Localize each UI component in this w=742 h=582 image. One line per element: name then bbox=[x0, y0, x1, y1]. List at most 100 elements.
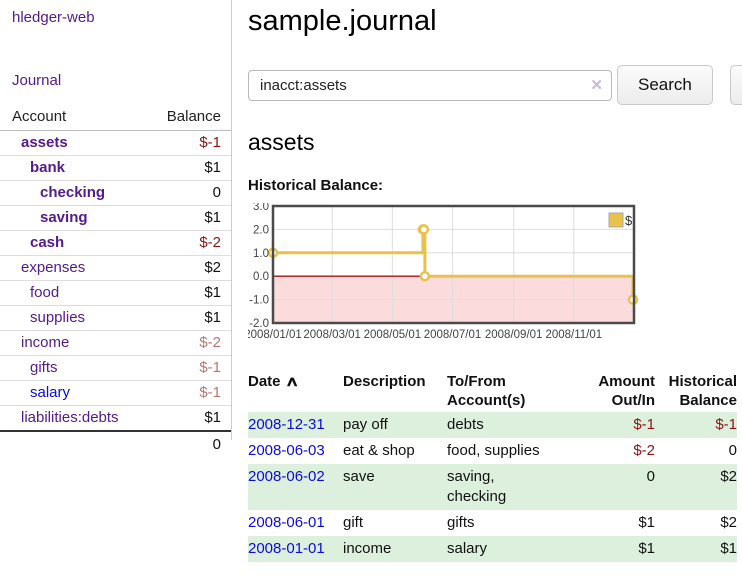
search-input-wrap: ✕ bbox=[248, 69, 612, 101]
register-header-description: Description bbox=[343, 373, 426, 390]
account-balance: $1 bbox=[140, 405, 231, 432]
account-balance: $-1 bbox=[140, 130, 231, 156]
help-button[interactable]: ? bbox=[729, 65, 742, 105]
register-header-amount: Amount Out/In bbox=[598, 373, 655, 409]
transaction-amount: $-1 bbox=[633, 416, 655, 433]
transaction-accounts: salary bbox=[447, 540, 488, 557]
account-row-income: income $-2 bbox=[0, 330, 231, 356]
account-heading: assets bbox=[248, 129, 315, 155]
transaction-date-link[interactable]: 2008-01-01 bbox=[248, 540, 325, 557]
register-row: 2008-12-31 pay off debts $-1 $-1 bbox=[248, 412, 737, 438]
transaction-description: income bbox=[343, 540, 392, 557]
svg-text:2008/01/01: 2008/01/01 bbox=[248, 329, 302, 341]
historical-balance-chart: $3.0 2.0 1.0 0.0 -1.0 -2.0 2008/01/01 2008/03/0… bbox=[248, 203, 742, 345]
account-balance: $-2 bbox=[140, 330, 231, 356]
account-balance: $-1 bbox=[140, 355, 231, 381]
account-link-assets[interactable]: assets bbox=[21, 134, 68, 151]
account-row-checking: checking 0 bbox=[0, 180, 231, 206]
account-balance: 0 bbox=[140, 180, 231, 206]
account-balance: $-2 bbox=[140, 230, 231, 256]
accounts-header-row: Account Balance bbox=[0, 104, 231, 131]
transaction-accounts: saving, checking bbox=[447, 468, 507, 505]
account-balance: $2 bbox=[140, 255, 231, 281]
clear-search-icon[interactable]: ✕ bbox=[590, 76, 603, 94]
svg-text:2.0: 2.0 bbox=[253, 224, 269, 236]
transaction-description: save bbox=[343, 468, 375, 485]
transaction-balance: $-1 bbox=[715, 416, 737, 433]
svg-text:-2.0: -2.0 bbox=[249, 318, 269, 330]
svg-text:-1.0: -1.0 bbox=[249, 295, 269, 307]
account-link-liabilities-debts[interactable]: liabilities:debts bbox=[21, 409, 119, 426]
transaction-description: pay off bbox=[343, 416, 388, 433]
app-title-link[interactable]: hledger-web bbox=[12, 9, 95, 26]
svg-text:2008/09/01: 2008/09/01 bbox=[485, 329, 543, 341]
account-row-expenses: expenses $2 bbox=[0, 255, 231, 281]
account-row-bank: bank $1 bbox=[0, 155, 231, 181]
sort-ascending-icon: ∧ bbox=[284, 373, 299, 389]
register-header-accounts: To/From Account(s) bbox=[447, 373, 526, 409]
account-link-income[interactable]: income bbox=[21, 334, 70, 351]
transaction-date-link[interactable]: 2008-06-03 bbox=[248, 442, 325, 459]
svg-text:2008/07/01: 2008/07/01 bbox=[424, 329, 482, 341]
account-row-food: food $1 bbox=[0, 280, 231, 306]
transaction-amount: $1 bbox=[638, 514, 655, 531]
accounts-total-row: 0 bbox=[0, 430, 231, 457]
account-balance: $1 bbox=[140, 305, 231, 331]
transaction-date-link[interactable]: 2008-06-01 bbox=[248, 514, 325, 531]
account-row-supplies: supplies $1 bbox=[0, 305, 231, 331]
page-title: sample.journal bbox=[248, 5, 437, 37]
transaction-description: gift bbox=[343, 514, 364, 531]
sidebar-item-journal[interactable]: Journal bbox=[12, 72, 62, 89]
account-link-expenses[interactable]: expenses bbox=[21, 259, 86, 276]
register-header-balance: Historical Balance bbox=[668, 373, 737, 409]
svg-text:2008/03/01: 2008/03/01 bbox=[303, 329, 361, 341]
account-link-supplies[interactable]: supplies bbox=[30, 309, 86, 326]
account-balance: $-1 bbox=[140, 380, 231, 406]
transaction-balance: $1 bbox=[720, 540, 737, 557]
account-link-food[interactable]: food bbox=[30, 284, 60, 301]
search-button[interactable]: Search bbox=[617, 65, 713, 105]
account-row-saving: saving $1 bbox=[0, 205, 231, 231]
account-row-cash: cash $-2 bbox=[0, 230, 231, 256]
svg-text:$: $ bbox=[625, 213, 633, 228]
account-row-liabilities-debts: liabilities:debts $1 bbox=[0, 405, 231, 432]
accounts-total-value: 0 bbox=[140, 430, 231, 457]
accounts-tree: Account Balance assets $-1 bank $1 check… bbox=[0, 104, 231, 457]
register-row: 2008-06-03 eat & shop food, supplies $-2… bbox=[248, 438, 737, 464]
account-balance: $1 bbox=[140, 280, 231, 306]
register-header-row: Date ∧ Description To/From Account(s) Amo… bbox=[248, 370, 737, 412]
register-row: 2008-01-01 income salary $1 $1 bbox=[248, 536, 737, 562]
transaction-description: eat & shop bbox=[343, 442, 415, 459]
accounts-header-account: Account bbox=[0, 104, 141, 131]
register-header-date[interactable]: Date ∧ bbox=[248, 373, 299, 390]
transaction-accounts: food, supplies bbox=[447, 442, 540, 459]
account-link-checking[interactable]: checking bbox=[40, 184, 106, 201]
account-link-gifts[interactable]: gifts bbox=[30, 359, 58, 376]
main-content: sample.journal ✕ Search ? assets Histori… bbox=[248, 0, 742, 562]
transaction-accounts: debts bbox=[447, 416, 484, 433]
account-row-assets: assets $-1 bbox=[0, 130, 231, 156]
svg-text:3.0: 3.0 bbox=[253, 203, 269, 213]
search-form: ✕ Search ? bbox=[248, 65, 742, 105]
svg-text:2008/11/01: 2008/11/01 bbox=[545, 329, 602, 341]
account-link-cash[interactable]: cash bbox=[30, 234, 65, 251]
svg-text:0.0: 0.0 bbox=[253, 271, 269, 283]
sidebar: hledger-web Journal Account Balance asse… bbox=[0, 0, 232, 457]
account-link-saving[interactable]: saving bbox=[40, 209, 88, 226]
transaction-date-link[interactable]: 2008-12-31 bbox=[248, 416, 325, 433]
account-balance: $1 bbox=[140, 155, 231, 181]
transaction-balance: $2 bbox=[720, 514, 737, 531]
chart-title: Historical Balance: bbox=[248, 177, 384, 194]
svg-text:1.0: 1.0 bbox=[253, 248, 269, 260]
transaction-balance: 0 bbox=[728, 442, 737, 459]
account-link-bank[interactable]: bank bbox=[30, 159, 66, 176]
register-row: 2008-06-02 save saving, checking 0 $2 bbox=[248, 464, 737, 510]
search-input[interactable] bbox=[248, 69, 612, 101]
transaction-amount: $-2 bbox=[633, 442, 655, 459]
account-link-salary[interactable]: salary bbox=[30, 384, 71, 401]
transaction-date-link[interactable]: 2008-06-02 bbox=[248, 468, 325, 485]
account-row-salary: salary $-1 bbox=[0, 380, 231, 406]
svg-text:2008/05/01: 2008/05/01 bbox=[364, 329, 422, 341]
register-row: 2008-06-01 gift gifts $1 $2 bbox=[248, 510, 737, 536]
